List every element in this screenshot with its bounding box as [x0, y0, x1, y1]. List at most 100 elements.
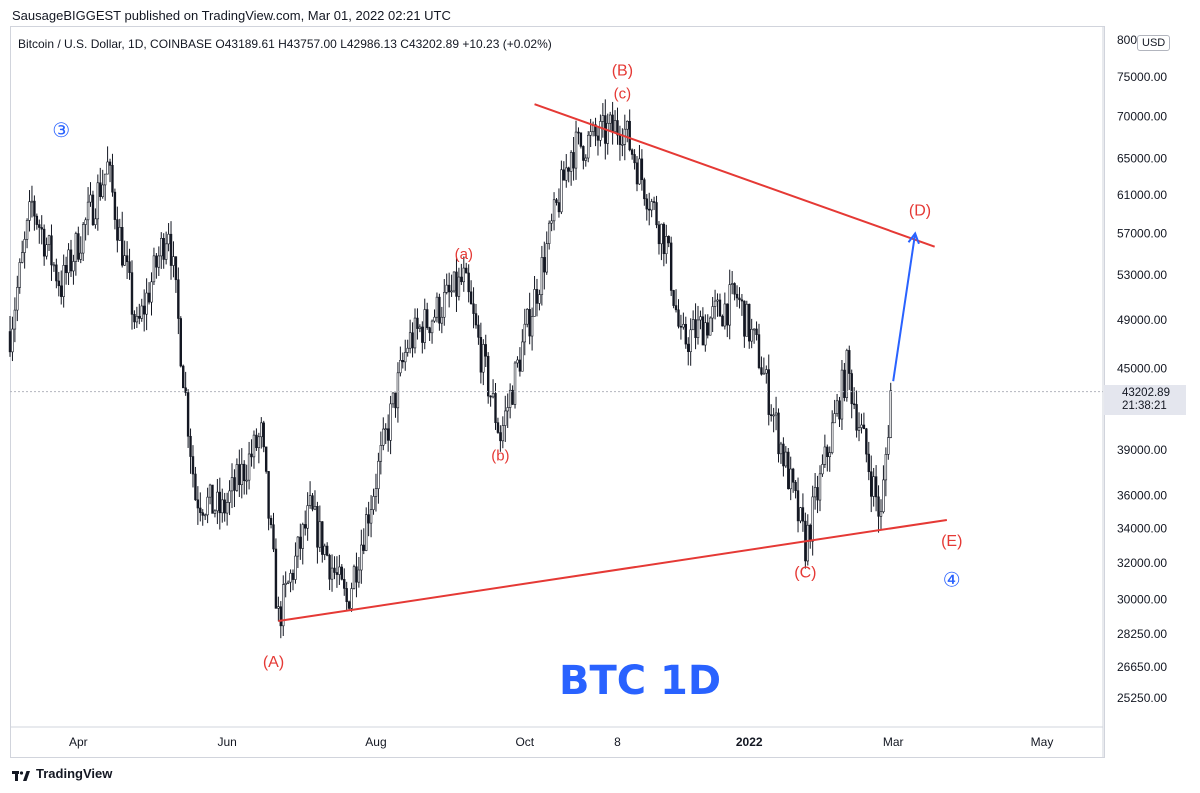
candle	[789, 456, 792, 501]
tradingview-logo-icon	[12, 769, 30, 781]
candle-body	[328, 555, 331, 580]
candle	[674, 289, 678, 313]
candle	[208, 483, 212, 505]
candle-body	[806, 524, 809, 562]
candle	[408, 319, 412, 354]
wave-label[interactable]: (B)	[612, 62, 633, 79]
candle-body	[174, 256, 178, 281]
candle-body	[84, 219, 87, 225]
price-axis[interactable]: 80000.0075000.0070000.0065000.0061000.00…	[1117, 33, 1167, 705]
candle	[645, 194, 648, 221]
candle-body	[291, 572, 295, 580]
candle	[162, 233, 165, 269]
candle-body	[506, 407, 509, 412]
candle-body	[799, 507, 802, 522]
projection-arrow[interactable]	[892, 233, 917, 382]
y-tick-label: 57000.00	[1117, 226, 1167, 240]
candle	[557, 188, 561, 218]
candle	[679, 314, 683, 340]
x-tick-label: Aug	[365, 735, 386, 749]
candle-body	[211, 484, 214, 514]
candle-body	[694, 319, 697, 338]
candle-body	[579, 132, 583, 147]
currency-badge[interactable]: USD	[1137, 35, 1171, 51]
candle-body	[477, 324, 480, 338]
candle	[618, 125, 622, 161]
candle-body	[438, 296, 441, 324]
candle	[462, 256, 465, 292]
wave-label[interactable]: ③	[52, 118, 70, 142]
candle	[284, 571, 287, 598]
candle-body	[113, 191, 117, 220]
trendline-upper[interactable]	[534, 103, 935, 248]
candle-body	[235, 464, 239, 491]
candle	[728, 269, 731, 340]
candle-body	[616, 120, 619, 136]
candle	[435, 292, 439, 323]
tradingview-logo[interactable]: TradingView	[12, 766, 112, 781]
candle-body	[260, 422, 263, 438]
wave-label[interactable]: (a)	[455, 246, 473, 263]
candle-body	[587, 134, 590, 159]
candle	[447, 272, 451, 308]
candle	[269, 515, 273, 529]
candle-body	[433, 316, 436, 322]
candle-body	[96, 182, 100, 220]
candle-body	[582, 146, 585, 161]
candle	[469, 280, 473, 305]
candle	[630, 148, 634, 160]
wave-label[interactable]: (b)	[491, 447, 509, 464]
candle	[55, 258, 58, 289]
candle-body	[333, 567, 336, 573]
candle	[247, 441, 251, 490]
candle	[735, 285, 739, 307]
candle	[730, 271, 734, 295]
candle-body	[74, 233, 78, 262]
candle-body	[128, 261, 131, 273]
candle-body	[735, 293, 739, 299]
candle	[606, 113, 609, 155]
candle-body	[162, 238, 165, 260]
time-axis[interactable]: Apr Jun Aug Oct 8 2022 Mar May	[69, 735, 1053, 749]
trendline-lower[interactable]	[278, 518, 948, 622]
candle-body	[445, 284, 448, 293]
candle	[648, 192, 651, 226]
candle	[18, 258, 21, 294]
candle	[565, 154, 568, 188]
candle-body	[157, 255, 161, 268]
candle-body	[57, 280, 60, 287]
candle-body	[726, 303, 729, 326]
wave-label[interactable]: (A)	[263, 654, 284, 671]
candle	[221, 488, 224, 523]
wave-label[interactable]: ④	[943, 568, 961, 592]
candle-body	[499, 432, 502, 442]
y-tick-label: 45000.00	[1117, 361, 1167, 375]
candle	[52, 262, 56, 272]
wave-label[interactable]: (D)	[909, 203, 931, 220]
candle	[845, 348, 849, 402]
candle-body	[160, 238, 163, 257]
wave-label[interactable]: (E)	[941, 533, 962, 550]
candle	[465, 262, 468, 274]
symbol-name[interactable]: Bitcoin / U.S. Dollar, 1D, COINBASE	[18, 37, 213, 51]
candle-body	[379, 444, 383, 462]
candle-body	[767, 369, 770, 415]
candle	[135, 306, 139, 328]
candle-body	[511, 389, 514, 405]
candle	[787, 448, 790, 490]
candle-body	[301, 524, 304, 549]
candle	[767, 354, 770, 426]
wave-label[interactable]: (C)	[794, 564, 816, 581]
candle	[530, 307, 534, 351]
candle-body	[545, 243, 548, 273]
candle	[399, 346, 402, 377]
candle	[365, 507, 368, 552]
candle	[611, 101, 614, 145]
candle-body	[147, 292, 151, 303]
candle-body	[206, 496, 209, 516]
wave-label[interactable]: (c)	[614, 86, 632, 103]
candle-body	[116, 219, 119, 241]
candle-body	[696, 319, 700, 338]
candle	[643, 177, 646, 206]
